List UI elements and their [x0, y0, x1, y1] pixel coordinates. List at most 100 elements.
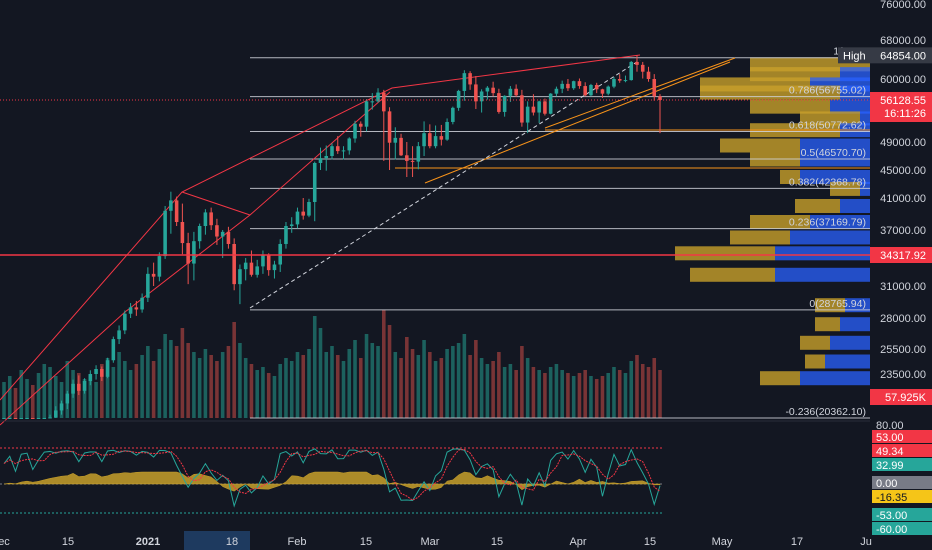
candle — [13, 418, 18, 419]
price-tick-label: 31000.00 — [880, 281, 926, 293]
candle — [347, 137, 352, 155]
volume-bar — [54, 376, 58, 418]
candle-body — [468, 73, 472, 85]
stoch-d-line — [3, 448, 661, 501]
candle-body — [157, 256, 162, 277]
candle-body — [232, 243, 236, 285]
candle-body — [571, 81, 576, 89]
candle-body — [243, 262, 248, 270]
price-levels[interactable] — [0, 99, 870, 256]
vp-row-gold — [815, 298, 845, 313]
volume-bar — [520, 346, 524, 418]
volume-bar — [272, 376, 277, 418]
vp-row-gold — [795, 199, 840, 213]
vp-row-gold — [750, 215, 810, 229]
osc-tag — [872, 430, 932, 443]
candle-body — [416, 146, 421, 162]
vp-row-gold — [690, 267, 775, 282]
osc-tag — [872, 418, 932, 431]
vp-row-blue — [845, 298, 870, 313]
vp-row-blue — [800, 138, 870, 153]
candle — [226, 226, 231, 249]
volume-bar — [88, 376, 93, 418]
volume-bar — [100, 364, 104, 418]
volume-bar — [215, 361, 219, 418]
volume-bar — [266, 373, 271, 418]
candle-body — [347, 138, 352, 151]
candle — [497, 88, 501, 114]
volume-bar — [479, 358, 484, 418]
candle — [445, 118, 449, 141]
volume-bar — [151, 361, 156, 418]
volume-bar — [169, 340, 173, 418]
candle — [468, 71, 472, 90]
candle — [640, 61, 645, 79]
candle-body — [192, 241, 196, 264]
osc-tag-value: 80.00 — [876, 420, 904, 432]
candle — [77, 375, 81, 396]
volume-bar — [571, 376, 576, 418]
vp-row-gold — [750, 99, 830, 114]
candle — [192, 231, 196, 281]
volume-bar — [255, 370, 259, 418]
channel-orange-upper[interactable] — [544, 57, 736, 129]
candle — [65, 390, 70, 410]
volume-bar — [474, 340, 478, 418]
time-axis-highlight — [184, 531, 250, 550]
candle — [123, 310, 127, 335]
volume-bar — [123, 361, 127, 418]
volume-bar — [497, 352, 501, 418]
time-axis[interactable]: ec 15 2021 18 Feb 15 Mar 15 Apr 15 May 17 Ju — [0, 531, 872, 550]
volume-bar — [307, 349, 311, 418]
candle — [594, 82, 599, 94]
vp-row-gold — [730, 230, 790, 245]
candle — [583, 82, 587, 97]
volume-bar — [163, 334, 167, 418]
volume-bar — [382, 310, 386, 418]
osc-tag-value: -53.00 — [876, 510, 907, 522]
candle-body — [42, 418, 47, 419]
candle — [82, 378, 87, 394]
vp-row-blue — [830, 335, 870, 350]
candle — [531, 94, 536, 116]
candle — [353, 120, 357, 143]
candle-body — [203, 212, 208, 226]
candle — [128, 303, 133, 318]
volume-bar — [77, 373, 81, 418]
candle — [405, 142, 409, 177]
candle-body — [289, 224, 294, 226]
level-line-tag — [870, 247, 932, 264]
channel-upper-red[interactable] — [0, 54, 641, 401]
last-price-value: 56128.55 — [880, 95, 926, 107]
candle-body — [433, 136, 438, 147]
candle — [382, 89, 386, 161]
candle-body — [341, 150, 346, 152]
candle-body — [554, 88, 559, 94]
candle-body — [353, 123, 357, 139]
candle — [525, 101, 530, 134]
volume-bar — [594, 379, 599, 418]
candle — [151, 262, 156, 286]
channel-orange-lower[interactable] — [424, 61, 731, 184]
fib-retracement[interactable]: 1(64370.786(56755.02)0.618(50772.62)0.5(… — [250, 46, 870, 419]
channel-mid-red[interactable] — [181, 191, 251, 216]
volume-bar — [192, 352, 196, 418]
trend-dashed[interactable] — [249, 59, 641, 309]
candle-body — [566, 83, 570, 89]
volume-bar — [623, 373, 628, 418]
price-axis[interactable]: 76000.00 68000.00 60000.00 49000.00 45000.00… — [838, 0, 932, 405]
candle — [606, 85, 610, 96]
candle-body — [220, 231, 225, 237]
candle — [215, 218, 219, 245]
candle-body — [520, 95, 524, 123]
time-tick-label: Apr — [569, 536, 586, 548]
candle-body — [7, 418, 12, 419]
volume-bar — [146, 346, 150, 418]
candle — [295, 207, 300, 229]
candle-body — [295, 211, 300, 225]
volume-bar — [117, 352, 121, 418]
candle — [491, 81, 495, 97]
candle-body — [266, 255, 271, 271]
candle — [163, 206, 167, 259]
